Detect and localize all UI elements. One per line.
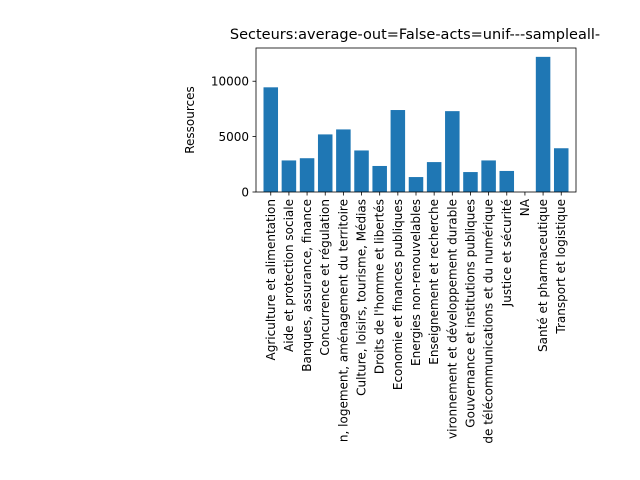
bars-group	[263, 56, 569, 192]
x-tick-label-12: de télécommunications et du numérique	[482, 199, 496, 444]
x-ticks-group: Agriculture et alimentation Aide et prote…	[264, 192, 568, 444]
bar-5	[354, 150, 369, 192]
x-tick-label-8: Energies non-renouvelables	[409, 199, 423, 366]
x-tick-label-9: Enseignement et recherche	[427, 199, 441, 365]
x-tick-label-0: Agriculture et alimentation	[264, 199, 278, 360]
y-axis-label: Ressources	[183, 86, 197, 154]
x-tick-label-16: Transport et logistique	[554, 199, 568, 335]
x-tick-label-3: Concurrence et régulation	[318, 199, 332, 356]
y-tick-label-0: 0	[241, 186, 249, 200]
bar-7	[390, 110, 406, 192]
y-ticks-group: 0 5000 10000	[211, 75, 256, 200]
bar-12	[481, 160, 496, 192]
y-tick-label-1: 5000	[218, 130, 249, 144]
x-tick-label-1: Aide et protection sociale	[282, 199, 296, 352]
bar-15	[535, 56, 551, 192]
bar-11	[463, 172, 478, 192]
bar-6	[372, 165, 387, 192]
x-tick-label-14: NA	[518, 198, 532, 216]
bar-16	[553, 148, 569, 192]
x-tick-label-15: Santé et pharmaceutique	[536, 199, 550, 352]
x-tick-label-11: Gouvernance et institutions publiques	[463, 199, 477, 428]
x-tick-label-13: Justice et sécurité	[500, 199, 514, 307]
x-tick-label-10: vironnement et développement durable	[445, 199, 459, 439]
bar-13	[499, 170, 515, 192]
bar-0	[263, 87, 279, 192]
bar-9	[426, 162, 442, 192]
bar-8	[408, 177, 424, 192]
y-tick-label-2: 10000	[211, 75, 249, 89]
bar-2	[299, 158, 315, 192]
chart-title: Secteurs:average-out=False-acts=unif---s…	[230, 27, 600, 43]
x-tick-label-4: n, logement, aménagement du territoire	[336, 199, 350, 442]
x-tick-label-5: Culture, loisirs, tourisme, Médias	[355, 199, 369, 396]
bar-3	[317, 134, 333, 192]
x-tick-label-7: Economie et finances publiques	[391, 199, 405, 390]
bar-1	[281, 160, 297, 192]
x-tick-label-2: Banques, assurance, finance	[300, 199, 314, 372]
bar-4	[336, 129, 351, 192]
x-tick-label-6: Droits de l'homme et libertés	[373, 199, 387, 374]
bar-10	[445, 111, 460, 192]
